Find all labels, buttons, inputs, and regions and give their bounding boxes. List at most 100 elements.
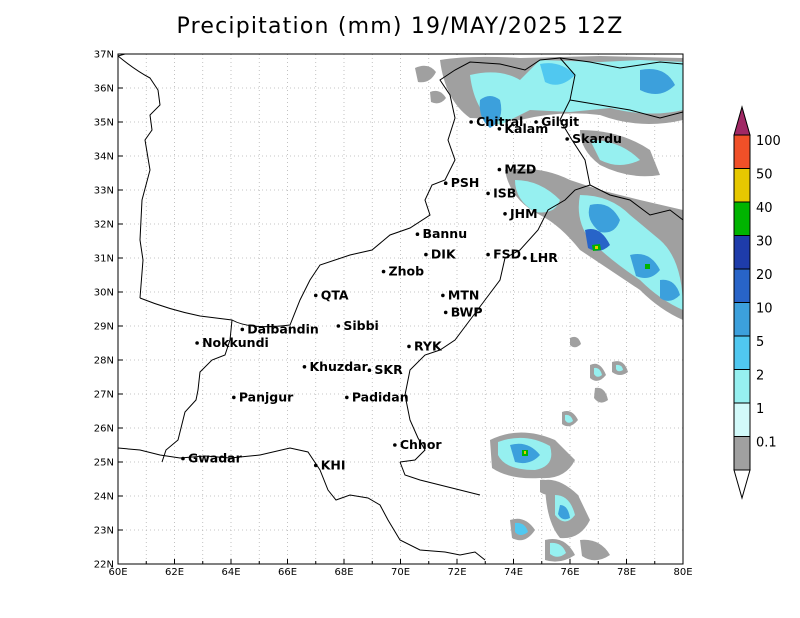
- map-title: Precipitation (mm) 19/MAY/2025 12Z: [176, 14, 624, 39]
- precip-area-light: [594, 367, 602, 377]
- city-label: MZD: [504, 162, 536, 177]
- precip-area-light: [515, 180, 560, 213]
- lon-tick-label: 80E: [673, 567, 692, 578]
- city-dot: [424, 252, 428, 257]
- city-label: DIK: [431, 247, 457, 262]
- border-iran-afghanistan: [118, 55, 161, 299]
- city-label: Bannu: [422, 226, 467, 241]
- city-label: Sibbi: [343, 318, 378, 333]
- lon-tick-label: 66E: [278, 567, 297, 578]
- colorbar-label: 30: [756, 235, 773, 250]
- city-dot: [443, 181, 448, 185]
- lat-tick-label: 32N: [94, 220, 114, 231]
- colorbar-label: 0.1: [756, 436, 777, 451]
- city-label: JHM: [509, 206, 538, 221]
- colorbar-label: 1: [756, 402, 764, 417]
- coastline: [118, 447, 486, 561]
- city-label: BWP: [451, 304, 483, 319]
- colorbar-label: 50: [756, 168, 773, 183]
- lon-tick-label: 64E: [221, 567, 240, 578]
- colorbar-segment: [733, 436, 751, 471]
- city-dot: [407, 344, 411, 349]
- city-dot: [441, 293, 445, 298]
- precip-area-light: [616, 364, 623, 372]
- precip-area-gray: [580, 539, 610, 561]
- city-label: Panjgur: [239, 389, 294, 404]
- city-dot: [469, 120, 473, 124]
- precip-shading: [415, 56, 683, 562]
- lon-tick-label: 72E: [447, 567, 466, 578]
- city-dot: [534, 120, 538, 124]
- axes: 60E 62E 64E 66E 68E 70E 72E 74E 76E 78E 80E 22N 23N 2…: [94, 50, 693, 579]
- precip-area-gray: [594, 387, 608, 403]
- precip-area-light: [565, 414, 573, 423]
- colorbar-segment: [733, 302, 751, 337]
- city-dot: [195, 341, 199, 345]
- city-label: ISB: [493, 185, 516, 200]
- city-label: KHI: [321, 457, 346, 472]
- city-label: Zhob: [389, 264, 425, 279]
- precip-area-gray: [430, 90, 446, 104]
- city-dot: [232, 395, 236, 400]
- precip-area-gray: [540, 479, 555, 495]
- city-dot: [313, 293, 318, 298]
- city-dot: [486, 191, 490, 196]
- lat-tick-label: 31N: [94, 254, 114, 265]
- precip-area-mid: [588, 204, 620, 233]
- colorbar-label: 10: [756, 302, 773, 317]
- city-dot: [336, 324, 341, 328]
- city-label: RYK: [414, 338, 443, 353]
- city-dot: [497, 127, 502, 131]
- city-label: Skardu: [572, 131, 622, 146]
- city-label: SKR: [374, 362, 403, 377]
- city-label: Chitral: [476, 114, 523, 129]
- city-dot: [486, 252, 490, 257]
- colorbar-label: 2: [756, 369, 764, 384]
- border-east-ladakh: [569, 99, 683, 119]
- lon-tick-label: 68E: [334, 567, 353, 578]
- colorbar-bottom-arrow: [733, 469, 751, 500]
- lat-tick-label: 33N: [94, 186, 114, 197]
- lon-tick-label: 62E: [165, 567, 184, 578]
- precip-area-gray: [570, 336, 581, 348]
- lat-tick-label: 28N: [94, 356, 114, 367]
- city-dot: [565, 137, 569, 141]
- colorbar-label: 5: [756, 335, 764, 350]
- city-dot: [393, 443, 397, 447]
- precip-area-light: [515, 522, 528, 535]
- city-label: PSH: [451, 175, 480, 190]
- colorbar-segment: [733, 134, 751, 169]
- lat-tick-label: 22N: [94, 560, 114, 571]
- city-dot: [345, 395, 349, 400]
- city-dot: [503, 212, 507, 216]
- colorbar-label: 100: [756, 134, 781, 149]
- precip-area-mid: [479, 96, 502, 128]
- lat-tick-label: 23N: [94, 526, 114, 537]
- city-label: Kalam: [504, 121, 548, 136]
- precip-area-light: [590, 140, 640, 165]
- border-pakistan-west: [139, 57, 561, 328]
- city-dot: [415, 232, 420, 236]
- lat-tick-label: 25N: [94, 458, 114, 469]
- city-label: Gwadar: [188, 451, 243, 466]
- colorbar-segment: [733, 402, 751, 437]
- precip-area-gray: [415, 65, 436, 83]
- city-label: MTN: [448, 287, 479, 302]
- city-label: Chhor: [400, 437, 443, 452]
- city-label: Khuzdar: [309, 359, 368, 374]
- colorbar-segment: [733, 369, 751, 404]
- city-label: Padidan: [352, 389, 409, 404]
- lon-tick-label: 70E: [391, 567, 410, 578]
- border-pakistan-india: [399, 57, 591, 463]
- colorbar-segment: [733, 235, 751, 270]
- city-dot: [497, 167, 502, 172]
- precip-area-mid: [585, 229, 610, 251]
- city-dot: [367, 368, 372, 373]
- city-dot: [240, 327, 245, 332]
- border-north: [559, 57, 683, 69]
- colorbar-segment: [733, 201, 751, 236]
- city-label: Nokkundi: [202, 335, 269, 350]
- precip-area-mid: [640, 69, 675, 94]
- city-label: Dalbandin: [247, 321, 319, 336]
